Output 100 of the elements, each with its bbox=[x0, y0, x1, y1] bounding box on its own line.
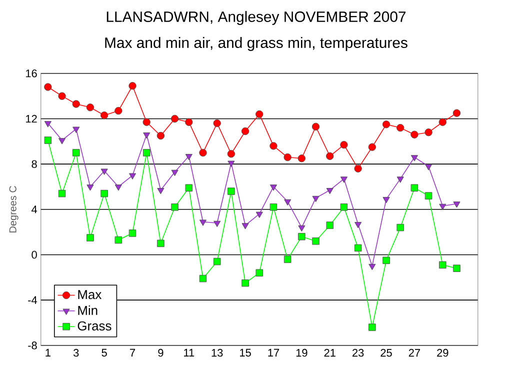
point bbox=[256, 212, 263, 218]
point bbox=[185, 118, 193, 126]
point bbox=[453, 202, 460, 208]
point bbox=[86, 234, 94, 242]
point bbox=[298, 154, 306, 162]
point bbox=[227, 150, 236, 158]
point bbox=[284, 256, 292, 263]
point bbox=[270, 142, 278, 150]
point bbox=[128, 82, 136, 90]
point bbox=[86, 104, 94, 112]
y-tick-label: -4 bbox=[28, 296, 38, 304]
point bbox=[214, 220, 221, 228]
point bbox=[256, 269, 264, 277]
x-tick-label: 9 bbox=[158, 348, 164, 357]
point bbox=[213, 119, 221, 128]
point bbox=[312, 196, 320, 202]
point bbox=[382, 197, 390, 204]
point bbox=[199, 148, 207, 157]
point bbox=[86, 184, 94, 191]
point bbox=[72, 126, 80, 133]
point bbox=[270, 203, 278, 211]
point bbox=[44, 136, 52, 144]
x-tick-label: 19 bbox=[296, 348, 308, 357]
point bbox=[58, 138, 66, 144]
legend-label: Grass bbox=[78, 321, 112, 330]
point bbox=[270, 184, 278, 191]
legend-label: Max bbox=[78, 290, 102, 300]
point bbox=[424, 128, 432, 136]
point bbox=[382, 256, 390, 264]
point bbox=[340, 176, 348, 183]
point bbox=[396, 224, 404, 232]
y-tick-label: 12 bbox=[26, 114, 37, 123]
point bbox=[114, 236, 122, 244]
point bbox=[354, 164, 362, 172]
point bbox=[298, 232, 306, 240]
x-tick-label: 13 bbox=[212, 348, 223, 357]
point bbox=[157, 240, 164, 248]
point bbox=[452, 109, 461, 117]
x-tick-label: 1 bbox=[46, 348, 50, 356]
point bbox=[368, 264, 376, 270]
point bbox=[354, 244, 362, 252]
point bbox=[44, 83, 52, 91]
y-tick-label: -8 bbox=[28, 342, 37, 350]
point bbox=[58, 92, 66, 100]
point bbox=[171, 203, 178, 211]
x-tick-label: 3 bbox=[74, 348, 79, 357]
point bbox=[142, 149, 150, 156]
point bbox=[382, 120, 390, 128]
x-tick-label: 21 bbox=[324, 348, 336, 357]
point bbox=[199, 274, 207, 282]
point bbox=[312, 237, 320, 245]
point bbox=[72, 100, 80, 108]
point bbox=[241, 127, 250, 136]
point bbox=[410, 184, 418, 192]
point bbox=[128, 230, 136, 237]
point bbox=[228, 160, 235, 167]
chart-title: LLANSADWRN, Anglesey NOVEMBER 2007 bbox=[106, 11, 406, 25]
point bbox=[453, 264, 460, 272]
point bbox=[143, 132, 150, 139]
point bbox=[284, 153, 292, 162]
x-tick-label: 7 bbox=[130, 348, 136, 356]
point bbox=[439, 204, 446, 210]
point bbox=[326, 222, 334, 229]
y-tick-label: 4 bbox=[32, 206, 38, 214]
point bbox=[368, 143, 376, 151]
point bbox=[312, 122, 320, 130]
point bbox=[185, 184, 193, 192]
y-tick-label: 8 bbox=[32, 160, 37, 168]
point bbox=[424, 192, 432, 200]
y-axis-title: Degrees C bbox=[9, 186, 18, 232]
point bbox=[100, 168, 108, 175]
point bbox=[410, 130, 418, 138]
point bbox=[354, 222, 362, 228]
point bbox=[396, 124, 404, 132]
point bbox=[157, 188, 164, 194]
x-tick-label: 27 bbox=[408, 348, 420, 357]
point bbox=[340, 140, 348, 149]
x-tick-label: 25 bbox=[380, 348, 392, 357]
y-tick-label: 16 bbox=[26, 70, 37, 78]
point bbox=[170, 114, 179, 123]
x-tick-label: 29 bbox=[437, 348, 448, 357]
point bbox=[298, 225, 306, 232]
x-tick-label: 17 bbox=[268, 348, 280, 356]
point bbox=[256, 110, 264, 118]
point bbox=[100, 111, 108, 120]
point bbox=[185, 154, 192, 160]
legend-label: Min bbox=[78, 305, 98, 315]
x-tick-label: 5 bbox=[102, 348, 107, 357]
point bbox=[72, 149, 80, 156]
point bbox=[128, 173, 136, 180]
point bbox=[58, 190, 66, 198]
point bbox=[100, 190, 108, 198]
point bbox=[228, 188, 235, 195]
x-tick-label: 23 bbox=[352, 348, 364, 357]
point bbox=[156, 132, 165, 140]
point bbox=[242, 223, 249, 230]
x-tick-label: 15 bbox=[240, 348, 251, 357]
point bbox=[340, 203, 348, 211]
point bbox=[199, 220, 207, 226]
point bbox=[425, 164, 432, 170]
